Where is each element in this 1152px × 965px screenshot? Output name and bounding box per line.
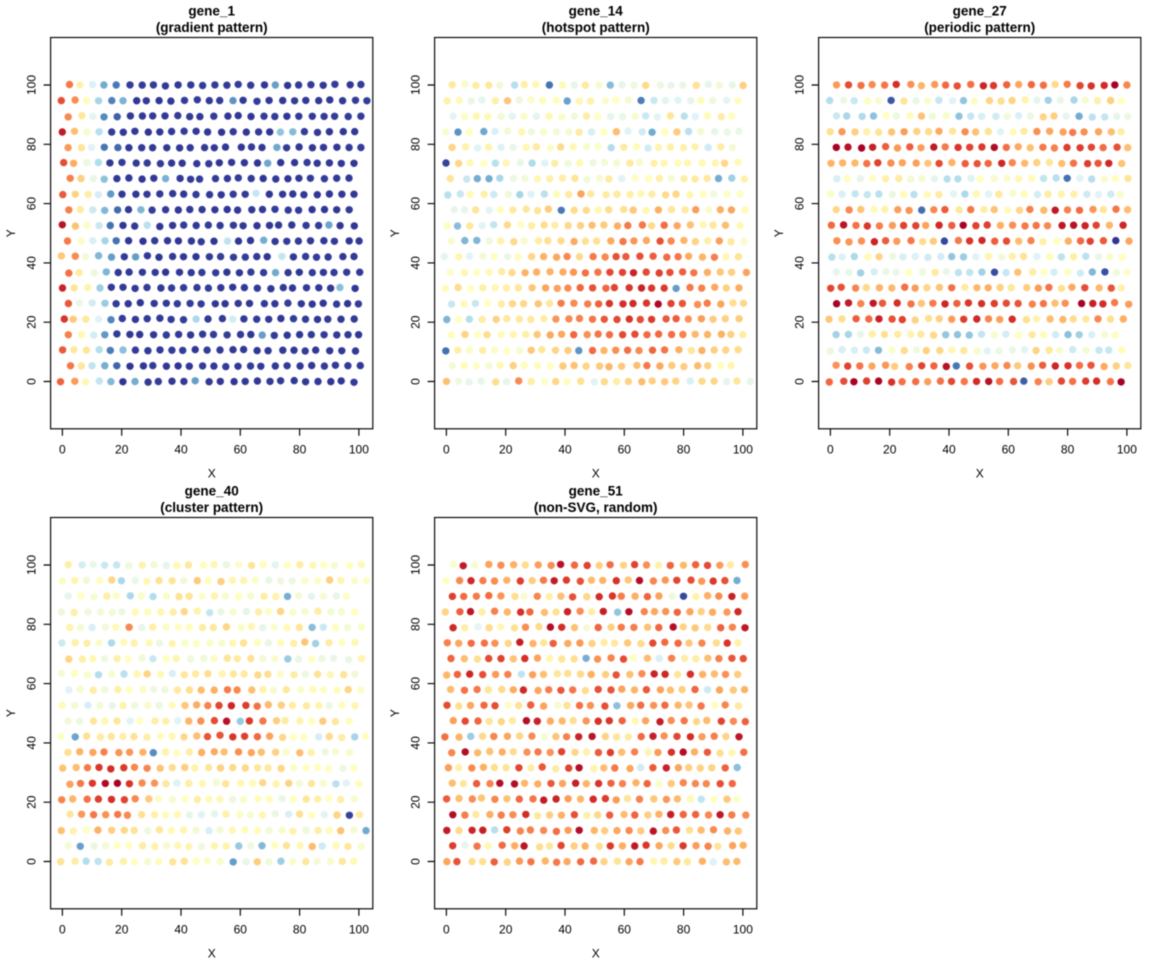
svg-text:40: 40 xyxy=(409,736,423,750)
svg-text:Y: Y xyxy=(772,229,786,237)
svg-text:0: 0 xyxy=(25,858,39,865)
svg-text:80: 80 xyxy=(25,137,39,151)
svg-text:60: 60 xyxy=(409,197,423,211)
svg-text:(non-SVG, random): (non-SVG, random) xyxy=(534,500,658,515)
svg-text:X: X xyxy=(592,947,600,961)
svg-text:100: 100 xyxy=(733,923,753,937)
svg-text:100: 100 xyxy=(1117,443,1137,457)
svg-text:100: 100 xyxy=(733,443,753,457)
svg-text:(periodic pattern): (periodic pattern) xyxy=(924,20,1035,35)
svg-text:(cluster pattern): (cluster pattern) xyxy=(160,500,263,515)
svg-text:gene_40: gene_40 xyxy=(185,483,239,498)
svg-text:20: 20 xyxy=(115,923,129,937)
svg-text:20: 20 xyxy=(883,443,897,457)
svg-text:40: 40 xyxy=(25,256,39,270)
svg-text:20: 20 xyxy=(409,315,423,329)
svg-text:80: 80 xyxy=(677,923,691,937)
svg-text:0: 0 xyxy=(59,443,66,457)
svg-text:100: 100 xyxy=(25,555,39,575)
svg-text:Y: Y xyxy=(388,709,402,717)
svg-text:100: 100 xyxy=(349,923,369,937)
svg-text:20: 20 xyxy=(25,315,39,329)
svg-text:0: 0 xyxy=(827,443,834,457)
svg-text:100: 100 xyxy=(349,443,369,457)
svg-text:60: 60 xyxy=(1002,443,1016,457)
svg-text:40: 40 xyxy=(174,443,188,457)
svg-text:0: 0 xyxy=(409,858,423,865)
svg-text:80: 80 xyxy=(793,137,807,151)
svg-text:60: 60 xyxy=(409,677,423,691)
svg-text:20: 20 xyxy=(793,315,807,329)
svg-text:0: 0 xyxy=(409,378,423,385)
svg-text:40: 40 xyxy=(558,923,572,937)
svg-text:Y: Y xyxy=(4,229,18,237)
svg-text:80: 80 xyxy=(409,137,423,151)
svg-text:0: 0 xyxy=(793,378,807,385)
svg-text:60: 60 xyxy=(25,677,39,691)
svg-text:100: 100 xyxy=(409,75,423,95)
svg-text:60: 60 xyxy=(25,197,39,211)
svg-text:60: 60 xyxy=(618,443,632,457)
svg-text:40: 40 xyxy=(409,256,423,270)
svg-text:Y: Y xyxy=(388,229,402,237)
svg-text:80: 80 xyxy=(1061,443,1075,457)
svg-text:0: 0 xyxy=(25,378,39,385)
svg-text:80: 80 xyxy=(293,923,307,937)
svg-text:gene_27: gene_27 xyxy=(953,3,1007,18)
svg-text:60: 60 xyxy=(234,923,248,937)
svg-text:20: 20 xyxy=(409,795,423,809)
svg-text:20: 20 xyxy=(115,443,129,457)
svg-text:40: 40 xyxy=(558,443,572,457)
svg-text:(hotspot pattern): (hotspot pattern) xyxy=(542,20,650,35)
svg-text:X: X xyxy=(592,467,600,481)
svg-text:0: 0 xyxy=(443,923,450,937)
svg-text:20: 20 xyxy=(499,923,513,937)
svg-text:0: 0 xyxy=(59,923,66,937)
svg-text:40: 40 xyxy=(174,923,188,937)
svg-text:(gradient pattern): (gradient pattern) xyxy=(156,20,268,35)
svg-text:60: 60 xyxy=(234,443,248,457)
svg-text:100: 100 xyxy=(25,75,39,95)
svg-text:X: X xyxy=(976,467,984,481)
svg-text:60: 60 xyxy=(793,197,807,211)
svg-text:80: 80 xyxy=(409,617,423,631)
svg-text:X: X xyxy=(208,947,216,961)
svg-text:Y: Y xyxy=(4,709,18,717)
svg-text:60: 60 xyxy=(618,923,632,937)
svg-text:40: 40 xyxy=(942,443,956,457)
svg-text:20: 20 xyxy=(499,443,513,457)
svg-text:gene_1: gene_1 xyxy=(188,3,235,18)
svg-text:0: 0 xyxy=(443,443,450,457)
svg-text:100: 100 xyxy=(409,555,423,575)
svg-text:80: 80 xyxy=(293,443,307,457)
svg-text:40: 40 xyxy=(25,736,39,750)
svg-text:gene_14: gene_14 xyxy=(569,3,624,18)
svg-text:40: 40 xyxy=(793,256,807,270)
svg-text:gene_51: gene_51 xyxy=(569,483,624,498)
svg-text:100: 100 xyxy=(793,75,807,95)
svg-text:80: 80 xyxy=(677,443,691,457)
svg-text:80: 80 xyxy=(25,617,39,631)
svg-text:20: 20 xyxy=(25,795,39,809)
svg-text:X: X xyxy=(208,467,216,481)
